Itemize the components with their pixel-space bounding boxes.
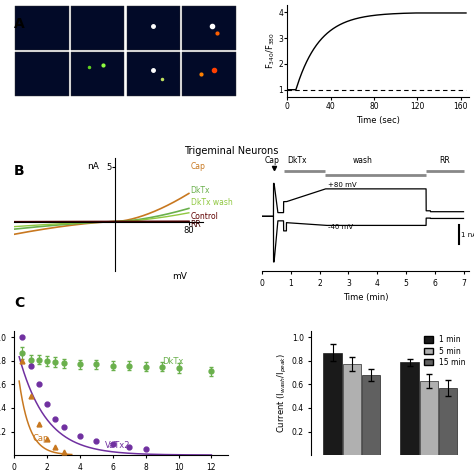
Text: Cap: Cap [32,434,49,443]
Y-axis label: Current (I$_{wash}$/I$_{peak}$): Current (I$_{wash}$/I$_{peak}$) [276,353,289,433]
Text: wash: wash [353,156,373,165]
Text: Cap: Cap [191,162,206,171]
Text: DkTx: DkTx [191,186,210,195]
Y-axis label: nA: nA [87,163,99,172]
Text: Trigeminal Neurons: Trigeminal Neurons [183,146,278,155]
Bar [71,52,124,97]
Text: -40 mV: -40 mV [328,224,353,230]
Bar [182,52,236,97]
Text: DkTx wash: DkTx wash [191,199,232,208]
Text: C: C [14,296,25,310]
Text: 1 nA: 1 nA [462,231,474,237]
Bar [401,362,419,455]
Legend: 1 min, 5 min, 15 min: 1 min, 5 min, 15 min [424,335,465,367]
X-axis label: Time (min): Time (min) [343,293,388,302]
Text: RR: RR [191,220,201,229]
Text: RR: RR [439,156,450,165]
Y-axis label: F$_{340}$/F$_{380}$: F$_{340}$/F$_{380}$ [264,33,277,70]
Bar [419,381,438,455]
X-axis label: Time (sec): Time (sec) [356,116,400,125]
Bar [343,365,361,455]
Text: Control: Control [191,211,219,220]
Bar [15,52,69,97]
Text: B: B [14,164,25,178]
Text: +80 mV: +80 mV [328,182,357,188]
Bar [323,353,342,455]
Bar [182,6,236,50]
Bar [439,388,457,455]
Bar [362,375,380,455]
X-axis label: mV: mV [173,272,188,281]
Text: A: A [14,17,25,31]
Bar [71,6,124,50]
Bar [127,52,180,97]
Text: DkTx: DkTx [162,357,183,366]
Bar [127,6,180,50]
Text: VaTx2: VaTx2 [105,441,130,450]
Bar [15,6,69,50]
Text: DkTx: DkTx [287,156,306,165]
Text: Cap: Cap [264,156,280,165]
